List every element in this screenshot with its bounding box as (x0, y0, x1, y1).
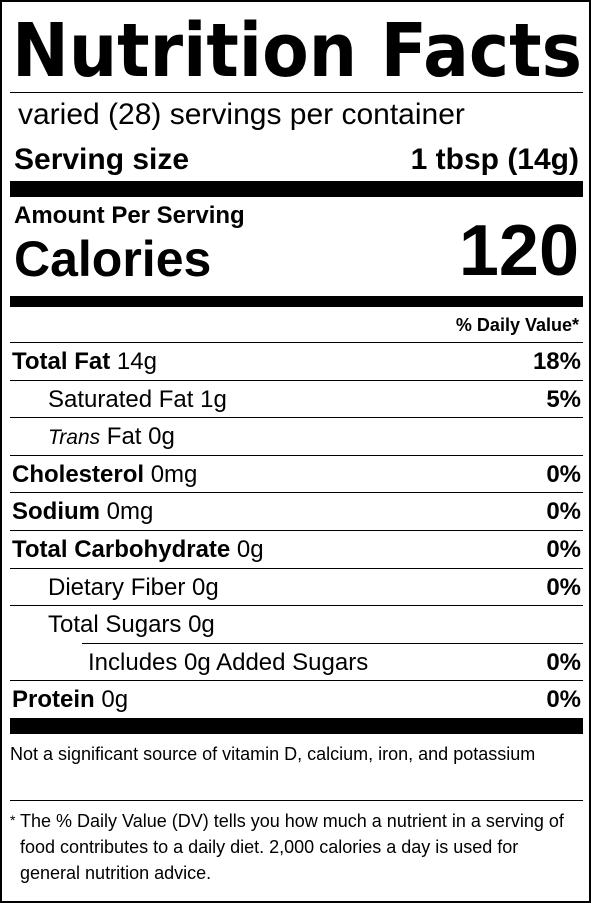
daily-value: 0% (546, 686, 581, 714)
nutrient-text: Includes 0g Added Sugars (88, 644, 368, 681)
nutrient-name: Total Carbohydrate (12, 535, 231, 563)
rule (10, 680, 583, 682)
nutrient-text: Sodium 0mg (12, 493, 153, 530)
daily-value: 0% (546, 460, 581, 488)
thick-rule (10, 181, 583, 197)
rule (10, 492, 583, 494)
nutrient-text: Dietary Fiber 0g (48, 569, 219, 606)
nutrient-text: Protein 0g (12, 681, 128, 718)
nutrient-amount: 0mg (106, 498, 154, 526)
daily-value: 18% (532, 348, 581, 375)
nutrient-row: Dietary Fiber 0g 0% (10, 567, 583, 606)
nutrient-amount: 0g (192, 573, 219, 601)
daily-value: 5% (546, 385, 581, 413)
daily-value: 0% (546, 498, 581, 526)
nutrient-text: Total Carbohydrate 0g (12, 531, 264, 568)
rule (10, 529, 583, 531)
nutrient-text: Total Sugars 0g (48, 606, 215, 643)
thick-rule (10, 718, 583, 734)
nutrient-text: Saturated Fat 1g (48, 381, 227, 418)
thick-rule (10, 296, 583, 307)
nutrient-row: Protein 0g 0% (10, 680, 583, 718)
calories-label: Calories (14, 231, 212, 287)
nutrient-row: Saturated Fat 1g 5% (10, 379, 583, 418)
title: Nutrition Facts (12, 10, 582, 86)
footnote-marker: * (10, 812, 16, 828)
daily-value: 0% (546, 648, 581, 676)
nutrient-name: Protein (12, 686, 95, 714)
nutrient-amount: 0g (236, 535, 264, 563)
serving-size-value: 1 tbsp (14g) (410, 143, 579, 176)
rule (10, 92, 583, 93)
nutrient-name: Sodium (12, 498, 100, 526)
nutrient-prefix: Trans (48, 426, 101, 450)
nutrient-amount: 1g (200, 385, 227, 413)
nutrient-text: Trans Fat 0g (48, 418, 175, 456)
rule (10, 567, 583, 569)
nutrient-row: Total Fat 14g 18% (10, 342, 583, 380)
rule (10, 454, 583, 456)
nutrient-text: Cholesterol 0mg (12, 456, 197, 493)
rule (10, 605, 583, 607)
serving-size-label: Serving size (14, 143, 190, 176)
nutrient-name: Fat (106, 423, 142, 451)
nutrient-row: Cholesterol 0mg 0% (10, 454, 583, 493)
nutrient-name: Cholesterol (12, 460, 145, 488)
nutrient-row: Total Sugars 0g (10, 605, 583, 643)
nutrient-row: Includes 0g Added Sugars 0% (10, 642, 583, 681)
calories-value: 120 (458, 211, 579, 291)
nutrient-row: Trans Fat 0g (10, 417, 583, 455)
nutrient-amount: 0g (188, 611, 215, 639)
daily-value: 0% (546, 535, 581, 563)
nutrient-name: Includes 0g Added Sugars (88, 648, 369, 676)
daily-value: 0% (546, 573, 581, 601)
servings: varied (28) servings per container (18, 98, 465, 131)
nutrient-amount: 0g (148, 423, 175, 451)
nutrient-amount: 0g (101, 686, 129, 714)
footnote-vitamins: Not a significant source of vitamin D, c… (10, 744, 536, 764)
nutrient-text: Total Fat 14g (12, 343, 157, 380)
nutrient-name: Total Sugars (48, 611, 182, 639)
nutrient-row: Total Carbohydrate 0g 0% (10, 529, 583, 568)
title-svg: Nutrition Facts (12, 10, 582, 86)
rule (10, 379, 583, 381)
rule (10, 417, 583, 419)
nutrient-name: Saturated Fat (48, 385, 194, 413)
nutrient-name: Dietary Fiber (48, 573, 186, 601)
nutrient-amount: 14g (116, 348, 157, 375)
nutrient-rows: Total Fat 14g 18% Saturated Fat 1g 5% Trans … (10, 342, 583, 718)
nutrient-name: Total Fat (12, 348, 111, 375)
rule (82, 642, 583, 644)
footnote-dv: The % Daily Value (DV) tells you how muc… (20, 811, 564, 883)
dv-header: % Daily Value* (455, 315, 579, 335)
rule (10, 342, 583, 343)
nutrient-amount: 0mg (150, 460, 198, 488)
nutrient-row: Sodium 0mg 0% (10, 492, 583, 530)
amount-per-serving: Amount Per Serving (14, 202, 245, 229)
rule (10, 800, 583, 801)
